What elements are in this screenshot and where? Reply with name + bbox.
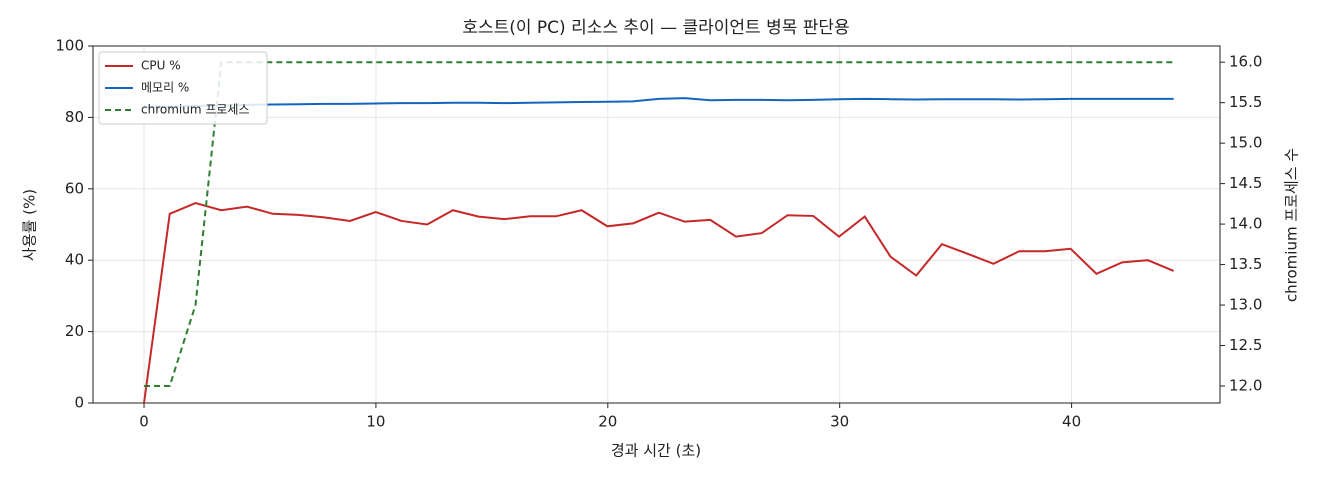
series-line: [144, 61, 1174, 387]
y-axis-label: 사용률 (%): [21, 189, 39, 261]
y2-tick-label: 15.5: [1229, 93, 1262, 111]
y2-tick-label: 14.0: [1229, 215, 1262, 233]
legend-box: [98, 51, 268, 125]
y2-tick-label: 14.5: [1229, 174, 1262, 192]
series-line: [144, 97, 1174, 108]
x-tick-label: 0: [139, 413, 149, 431]
legend-label: CPU %: [141, 59, 181, 73]
y2-tick-label: 12.0: [1229, 377, 1262, 395]
x-tick-label: 20: [598, 413, 617, 431]
plot-frame: [92, 45, 1221, 404]
legend-label: chromium 프로세스: [141, 103, 250, 117]
y-tick-label: 80: [65, 108, 84, 126]
y-tick-label: 20: [65, 322, 84, 340]
y2-tick-label: 15.0: [1229, 134, 1262, 152]
x-axis-label: 경과 시간 (초): [611, 442, 701, 460]
y2-tick-label: 13.5: [1229, 255, 1262, 273]
x-tick-label: 40: [1062, 413, 1081, 431]
y2-tick-label: 12.5: [1229, 336, 1262, 354]
x-tick-label: 10: [366, 413, 385, 431]
series-line: [143, 202, 1175, 404]
y-tick-label: 60: [65, 179, 84, 197]
y-tick-label: 100: [55, 37, 84, 55]
y2-tick-label: 16.0: [1229, 53, 1262, 71]
y2-tick-label: 13.0: [1229, 296, 1262, 314]
y-tick-label: 40: [65, 251, 84, 269]
y-tick-label: 0: [74, 394, 84, 412]
legend-label: 메모리 %: [141, 81, 189, 95]
y2-axis-label: chromium 프로세스 수: [1283, 148, 1301, 302]
x-tick-label: 30: [830, 413, 849, 431]
chart-title: 호스트(이 PC) 리소스 추이 — 클라이언트 병목 판단용: [462, 18, 849, 38]
